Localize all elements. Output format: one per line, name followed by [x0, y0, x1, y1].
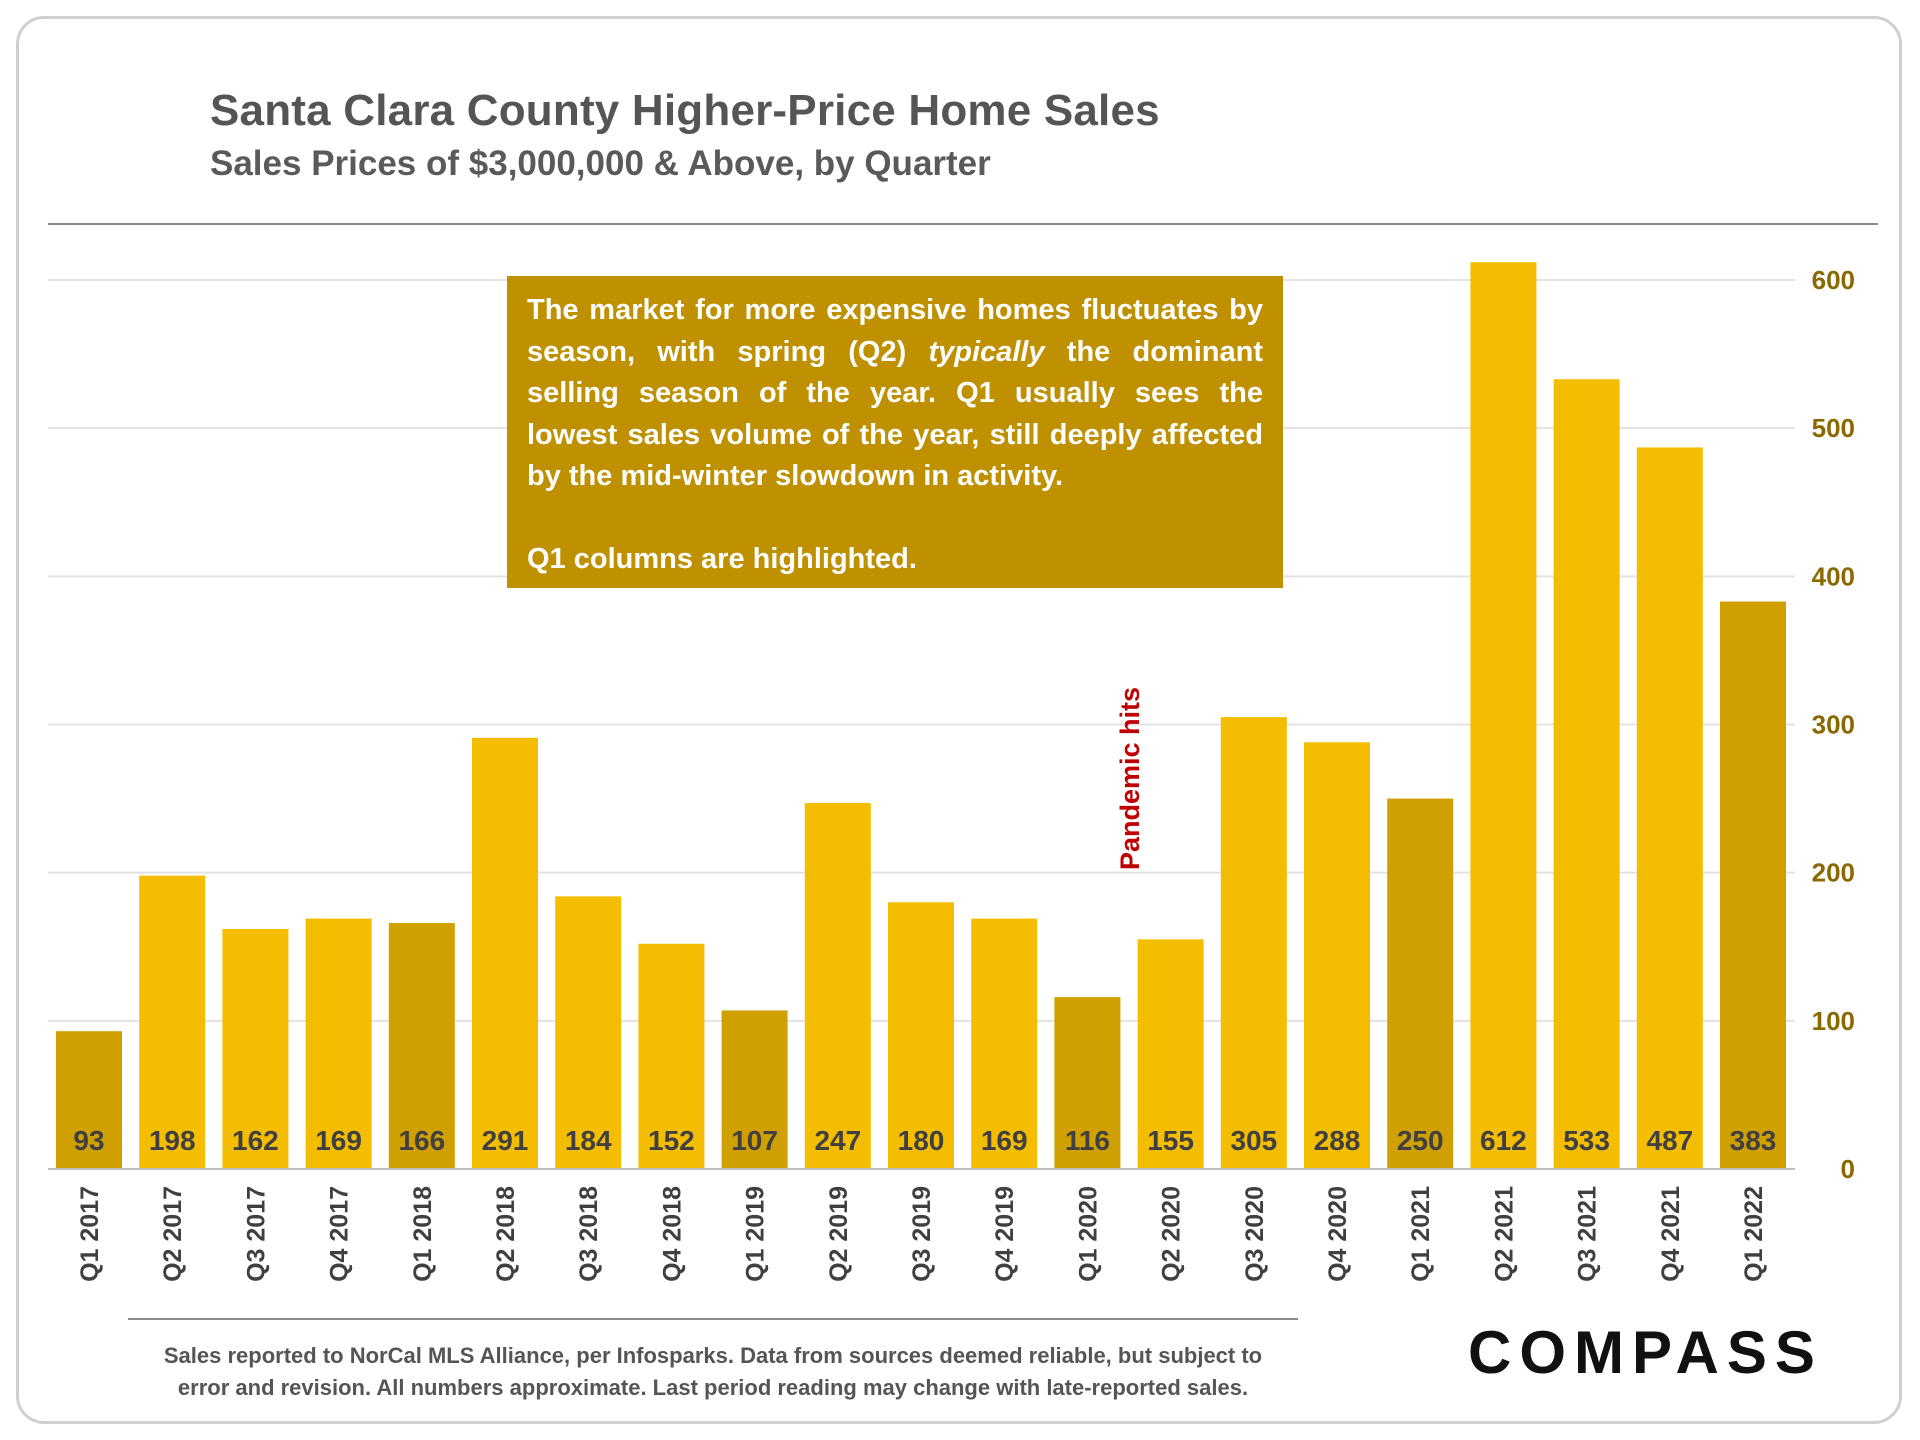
bar [1304, 742, 1370, 1169]
y-tick-label: 200 [1812, 858, 1855, 888]
bar [1636, 447, 1703, 1169]
data-label: 612 [1480, 1125, 1527, 1156]
data-label: 107 [731, 1125, 778, 1156]
bar [971, 918, 1038, 1169]
bar [388, 923, 455, 1169]
bar [555, 896, 622, 1169]
bar [1470, 262, 1537, 1170]
bar [222, 928, 289, 1169]
annotation-box: The market for more expensive homes fluc… [507, 276, 1283, 588]
bar [638, 943, 705, 1169]
bar [1220, 717, 1287, 1169]
header-divider [48, 223, 1878, 225]
x-tick-label: Q2 2017 [159, 1186, 187, 1282]
data-label: 169 [315, 1125, 362, 1156]
pandemic-annotation: Pandemic hits [1115, 686, 1145, 870]
y-tick-label: 600 [1812, 265, 1855, 295]
annotation-paragraph-1: The market for more expensive homes fluc… [527, 294, 1263, 492]
data-label: 93 [73, 1125, 104, 1156]
data-label: 247 [814, 1125, 861, 1156]
bar [1054, 997, 1121, 1169]
x-tick-label: Q3 2018 [575, 1186, 603, 1282]
bar [472, 737, 538, 1169]
data-label: 383 [1730, 1125, 1777, 1156]
x-tick-label: Q2 2018 [492, 1186, 520, 1282]
footnote-divider [128, 1318, 1298, 1320]
data-label: 166 [398, 1125, 445, 1156]
x-tick-label: Q4 2021 [1657, 1186, 1685, 1282]
x-tick-label: Q1 2018 [409, 1186, 437, 1282]
y-tick-label: 100 [1812, 1006, 1855, 1036]
data-label: 162 [232, 1125, 279, 1156]
x-tick-label: Q2 2021 [1490, 1186, 1518, 1282]
footnote: Sales reported to NorCal MLS Alliance, p… [128, 1340, 1298, 1404]
data-label: 533 [1563, 1125, 1610, 1156]
bar [139, 875, 206, 1169]
data-label: 169 [981, 1125, 1028, 1156]
footnote-line-1: Sales reported to NorCal MLS Alliance, p… [163, 1343, 1263, 1368]
bar [804, 803, 871, 1169]
bar [721, 1010, 788, 1169]
x-tick-label: Q1 2019 [742, 1186, 770, 1282]
chart-subtitle: Sales Prices of $3,000,000 & Above, by Q… [210, 144, 991, 183]
x-tick-label: Q4 2019 [991, 1186, 1019, 1282]
bar [56, 1031, 122, 1169]
y-tick-label: 0 [1841, 1154, 1855, 1184]
footnote-line-2: error and revision. All numbers approxim… [177, 1375, 1249, 1400]
data-label: 487 [1646, 1125, 1693, 1156]
data-label: 198 [149, 1125, 196, 1156]
x-tick-label: Q2 2019 [825, 1186, 853, 1282]
x-tick-label: Q3 2021 [1574, 1186, 1602, 1282]
data-label: 184 [565, 1125, 612, 1156]
data-label: 155 [1147, 1125, 1194, 1156]
y-tick-label: 500 [1812, 413, 1855, 443]
data-label: 116 [1065, 1125, 1110, 1156]
x-tick-label: Q1 2022 [1740, 1186, 1768, 1282]
data-label: 180 [898, 1125, 945, 1156]
y-tick-label: 300 [1812, 710, 1855, 740]
bar [1553, 379, 1620, 1169]
data-label: 250 [1397, 1125, 1444, 1156]
bar [1137, 939, 1204, 1169]
bar [1387, 798, 1454, 1169]
x-tick-label: Q3 2019 [908, 1186, 936, 1282]
y-tick-label: 400 [1812, 561, 1855, 591]
x-tick-label: Q1 2017 [76, 1186, 104, 1282]
compass-logo: COMPASS [1468, 1319, 1823, 1386]
data-label: 305 [1230, 1125, 1277, 1156]
x-tick-label: Q1 2021 [1407, 1186, 1435, 1282]
x-tick-label: Q1 2020 [1074, 1186, 1102, 1282]
x-tick-label: Q3 2020 [1241, 1186, 1269, 1282]
bar [1720, 601, 1786, 1169]
data-label: 291 [482, 1125, 529, 1156]
bar [305, 918, 372, 1169]
x-tick-label: Q4 2018 [658, 1186, 686, 1282]
x-tick-label: Q4 2017 [326, 1186, 354, 1282]
x-tick-label: Q3 2017 [242, 1186, 270, 1282]
bar [888, 902, 954, 1169]
annotation-paragraph-2: Q1 columns are highlighted. [527, 542, 917, 575]
x-tick-label: Q4 2020 [1324, 1186, 1352, 1282]
chart-title: Santa Clara County Higher-Price Home Sal… [210, 86, 1160, 135]
data-label: 152 [648, 1125, 695, 1156]
x-tick-label: Q2 2020 [1158, 1186, 1186, 1282]
data-label: 288 [1314, 1125, 1361, 1156]
